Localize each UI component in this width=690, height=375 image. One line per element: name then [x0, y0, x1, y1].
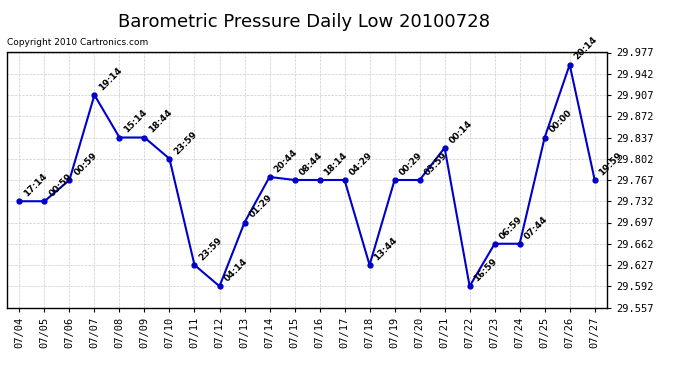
Text: Copyright 2010 Cartronics.com: Copyright 2010 Cartronics.com: [7, 38, 148, 47]
Text: 17:14: 17:14: [22, 172, 49, 198]
Text: 04:29: 04:29: [347, 150, 374, 177]
Text: 19:59: 19:59: [598, 150, 624, 177]
Text: 19:14: 19:14: [97, 66, 124, 92]
Text: 18:44: 18:44: [147, 108, 174, 135]
Text: 06:59: 06:59: [497, 214, 524, 241]
Text: 04:14: 04:14: [222, 257, 249, 284]
Text: 08:44: 08:44: [297, 150, 324, 177]
Text: 00:00: 00:00: [547, 108, 573, 135]
Text: 00:59: 00:59: [47, 172, 74, 198]
Text: 23:59: 23:59: [172, 129, 199, 156]
Text: 01:29: 01:29: [247, 193, 274, 220]
Text: 20:44: 20:44: [273, 147, 299, 174]
Text: 07:44: 07:44: [522, 214, 549, 241]
Text: 18:14: 18:14: [322, 150, 349, 177]
Text: 20:14: 20:14: [573, 35, 599, 62]
Text: 00:29: 00:29: [397, 151, 424, 177]
Text: 03:59: 03:59: [422, 151, 449, 177]
Text: 23:59: 23:59: [197, 236, 224, 262]
Text: 00:14: 00:14: [447, 118, 474, 145]
Text: 16:59: 16:59: [473, 257, 499, 284]
Text: Barometric Pressure Daily Low 20100728: Barometric Pressure Daily Low 20100728: [117, 13, 490, 31]
Text: 00:59: 00:59: [72, 151, 99, 177]
Text: 13:44: 13:44: [373, 236, 399, 262]
Text: 15:14: 15:14: [122, 108, 149, 135]
